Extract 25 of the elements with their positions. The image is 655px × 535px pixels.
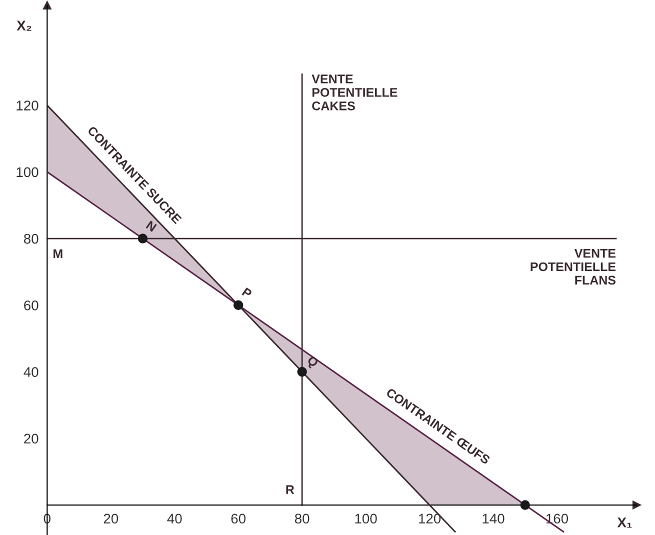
x-tick-label: 100 xyxy=(355,514,377,524)
x-tick-label: 80 xyxy=(294,514,310,524)
annotation: R xyxy=(286,485,294,494)
point xyxy=(233,300,244,310)
point xyxy=(138,234,148,244)
x-tick-label: 140 xyxy=(482,514,504,524)
ref-line-label: VENTE POTENTIELLE FLANS xyxy=(530,248,616,285)
y-tick-label: 20 xyxy=(24,434,38,444)
ref-line-label: VENTE POTENTIELLE CAKES xyxy=(312,74,398,110)
y-axis-title: X₂ xyxy=(16,20,32,31)
y-tick-label: 100 xyxy=(16,167,38,178)
y-tick-label: 120 xyxy=(16,100,38,110)
point xyxy=(520,500,530,510)
y-tick-label: 40 xyxy=(24,367,38,377)
x-axis-title: X₁ xyxy=(617,518,632,528)
x-tick-label: 20 xyxy=(104,514,118,524)
y-tick-label: 80 xyxy=(24,234,38,244)
annotation: M xyxy=(54,249,62,258)
x-tick-label: 60 xyxy=(231,514,246,524)
annotation: Q xyxy=(304,355,320,370)
y-tick-label: 60 xyxy=(24,300,38,310)
point xyxy=(297,366,307,377)
annotation: P xyxy=(242,287,252,299)
x-tick-label: 160 xyxy=(546,514,568,524)
x-tick-label: 40 xyxy=(167,514,182,524)
